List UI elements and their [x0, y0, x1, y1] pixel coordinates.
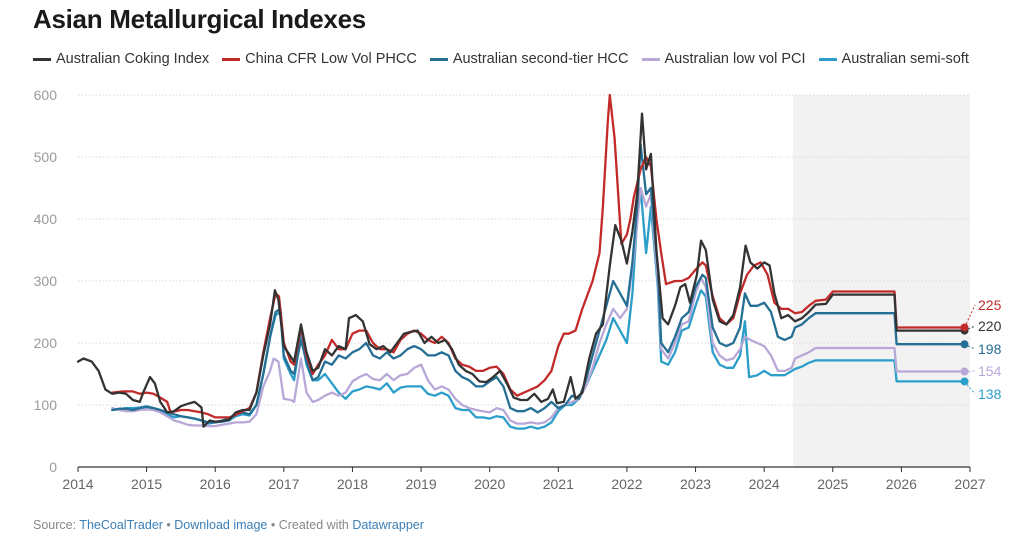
y-tick-label: 500 — [34, 149, 58, 165]
legend-swatch — [641, 57, 660, 61]
legend-item: Australian Coking Index — [33, 51, 209, 67]
y-tick-label: 200 — [34, 335, 58, 351]
legend-label: Australian low vol PCI — [664, 51, 806, 67]
legend-item: Australian second-tier HCC — [429, 51, 629, 67]
series-line — [111, 186, 966, 430]
legend-label: Australian semi-soft — [841, 51, 969, 67]
x-tick-label: 2023 — [680, 476, 711, 492]
legend-swatch — [429, 57, 448, 61]
end-leader-line — [964, 304, 976, 328]
x-tick-label: 2017 — [268, 476, 299, 492]
x-tick-label: 2025 — [817, 476, 848, 492]
legend-swatch — [33, 57, 51, 61]
series-line — [111, 143, 966, 424]
end-point-marker — [960, 323, 969, 332]
legend-item: Australian semi-soft — [818, 51, 969, 67]
legend-label: Australian Coking Index — [56, 51, 210, 67]
x-tick-label: 2016 — [200, 476, 231, 492]
end-value-label: 225 — [978, 297, 1002, 313]
end-value-label: 138 — [978, 386, 1002, 402]
created-with-text: • Created with — [267, 518, 353, 532]
x-tick-label: 2027 — [954, 476, 985, 492]
x-tick-label: 2019 — [405, 476, 436, 492]
y-tick-label: 400 — [34, 211, 58, 227]
series-line — [76, 112, 966, 428]
footer: Source: TheCoalTrader • Download image •… — [33, 518, 424, 532]
x-tick-label: 2021 — [543, 476, 574, 492]
legend-label: Australian second-tier HCC — [452, 51, 629, 67]
x-tick-label: 2022 — [611, 476, 642, 492]
x-tick-label: 2018 — [337, 476, 368, 492]
x-tick-label: 2024 — [749, 476, 780, 492]
end-value-label: 154 — [978, 363, 1002, 379]
y-tick-label: 600 — [34, 87, 58, 103]
x-tick-label: 2014 — [62, 476, 93, 492]
end-value-label: 220 — [978, 318, 1002, 334]
y-tick-label: 100 — [34, 397, 58, 413]
series-line — [111, 186, 966, 428]
y-tick-label: 0 — [49, 459, 57, 475]
y-tick-label: 300 — [34, 273, 58, 289]
end-value-label: 198 — [978, 341, 1002, 357]
separator: • — [162, 518, 175, 532]
legend-item: China CFR Low Vol PHCC — [222, 51, 417, 67]
end-point-marker — [960, 367, 969, 376]
legend-swatch — [818, 57, 837, 61]
legend-label: China CFR Low Vol PHCC — [245, 51, 417, 67]
end-leader-line — [964, 381, 976, 395]
end-point-marker — [960, 340, 969, 349]
source-prefix: Source: — [33, 518, 80, 532]
download-image-link[interactable]: Download image — [174, 518, 268, 532]
x-tick-label: 2015 — [131, 476, 162, 492]
x-tick-label: 2026 — [886, 476, 917, 492]
datawrapper-link[interactable]: Datawrapper — [352, 518, 424, 532]
legend-item: Australian low vol PCI — [641, 51, 806, 67]
chart-legend: Australian Coking Index China CFR Low Vol… — [33, 51, 982, 67]
x-tick-label: 2020 — [474, 476, 505, 492]
chart-title: Asian Metallurgical Indexes — [33, 4, 366, 34]
source-link[interactable]: TheCoalTrader — [79, 518, 163, 532]
end-point-marker — [960, 377, 969, 386]
legend-swatch — [222, 57, 241, 61]
